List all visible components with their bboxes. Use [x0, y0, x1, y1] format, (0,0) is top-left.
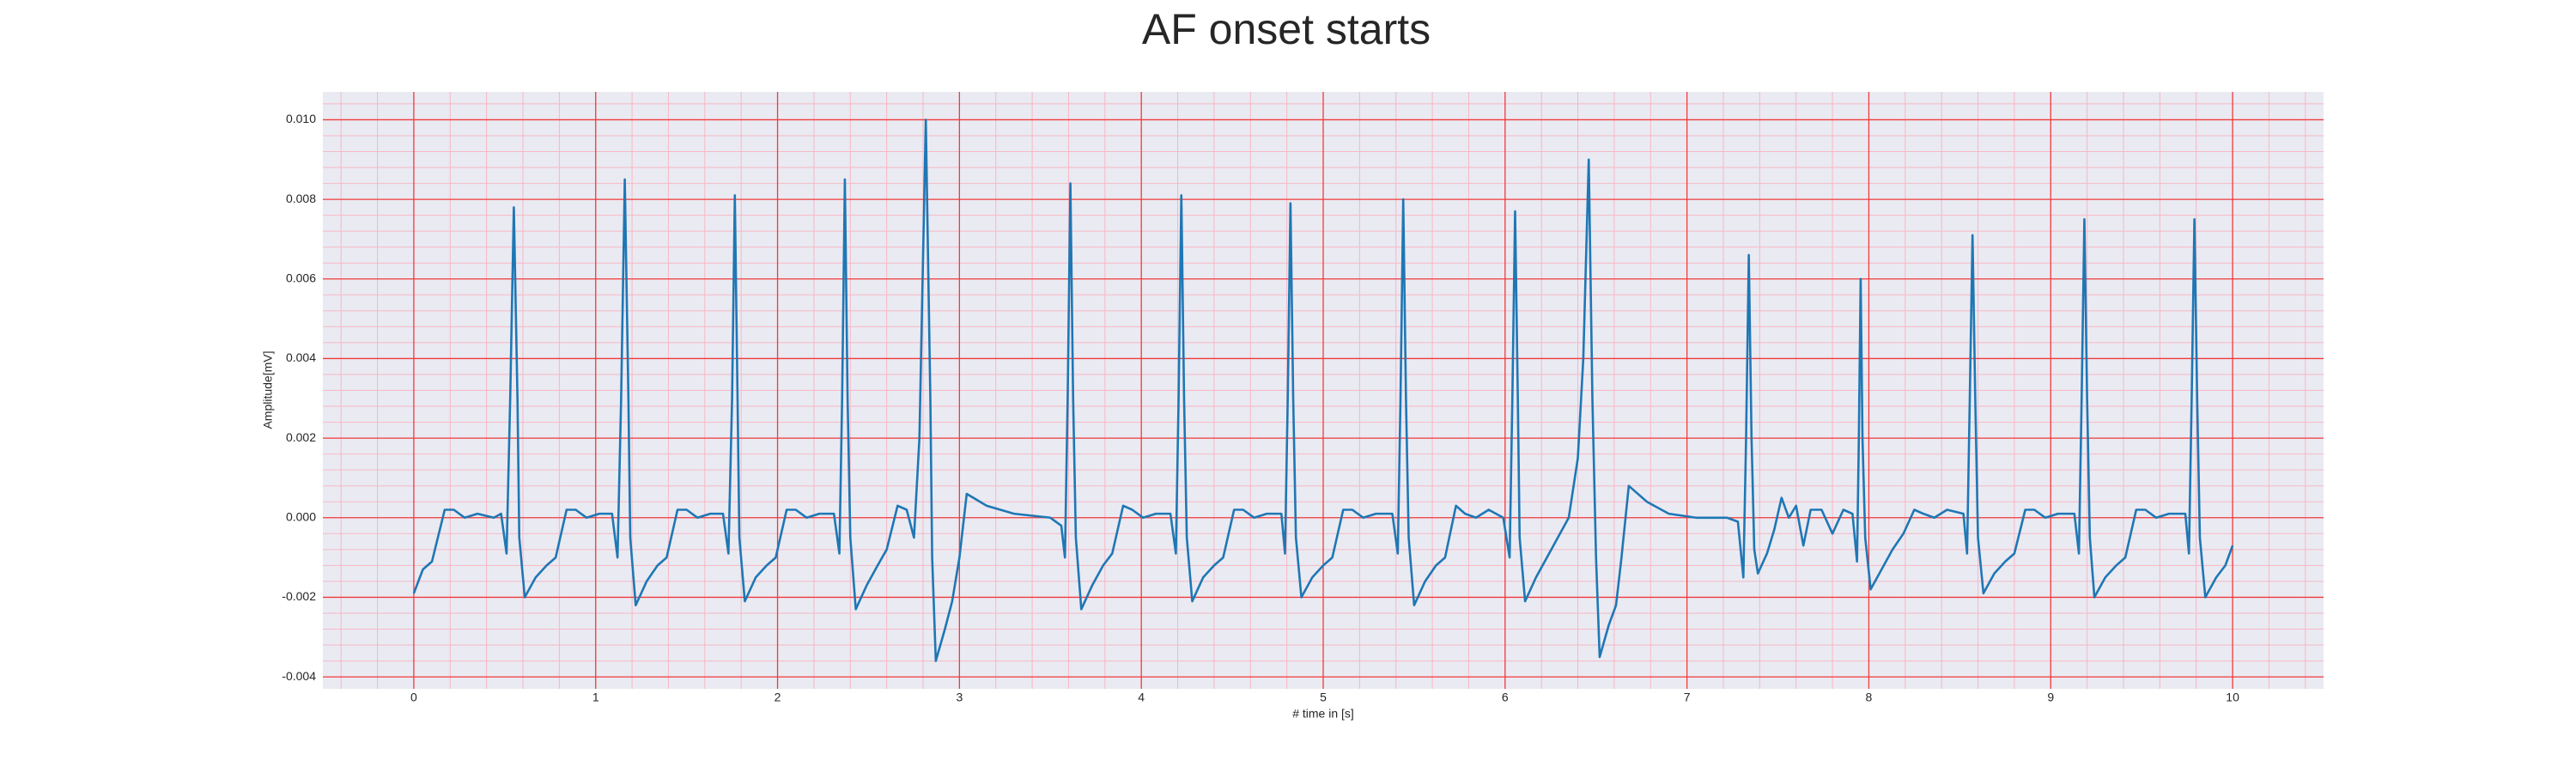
y-tick-label: 0.004: [286, 350, 316, 364]
y-tick-label: 0.008: [286, 192, 316, 205]
x-tick-label: 9: [2047, 691, 2054, 704]
x-tick-label: 2: [775, 691, 781, 704]
x-tick-label: 6: [1502, 691, 1509, 704]
labels: 0 1 2 3 4 5 6 7 8 9 10 -0.004 -0.002 0.000 0.002 0.004 0…: [282, 112, 2239, 704]
y-tick-label: 0.006: [286, 271, 316, 284]
grid: [323, 92, 2324, 689]
y-tick-label: -0.004: [282, 669, 316, 683]
marks: [412, 119, 2234, 662]
x-tick-label: 3: [956, 691, 963, 704]
x-tick-label: 10: [2226, 691, 2239, 704]
x-tick-label: 8: [1866, 691, 1873, 704]
y-tick-label: 0.000: [286, 509, 316, 523]
chart-title: AF onset starts: [1142, 5, 1431, 53]
y-tick-label: 0.010: [286, 112, 316, 125]
y-tick-label: 0.002: [286, 430, 316, 444]
ecg-line: [412, 119, 2234, 662]
x-tick-label: 1: [592, 691, 599, 704]
x-tick-label: 7: [1684, 691, 1691, 704]
y-axis-label: Amplitude[mV]: [261, 350, 275, 429]
x-tick-label: 0: [410, 691, 417, 704]
y-tick-label: -0.002: [282, 589, 316, 603]
x-tick-label: 5: [1320, 691, 1327, 704]
x-axis-label: # time in [s]: [1292, 707, 1354, 721]
x-tick-label: 4: [1138, 691, 1145, 704]
